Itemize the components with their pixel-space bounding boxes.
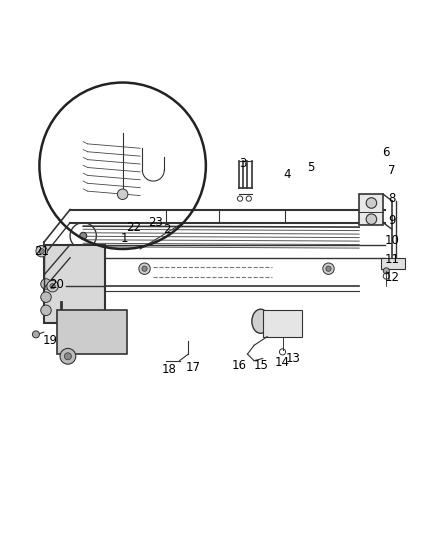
Text: 12: 12 xyxy=(385,271,399,284)
Circle shape xyxy=(41,305,51,316)
Bar xyxy=(381,258,405,269)
Circle shape xyxy=(117,189,128,199)
Text: 3: 3 xyxy=(240,157,247,170)
Circle shape xyxy=(142,266,147,271)
Text: 20: 20 xyxy=(49,278,64,290)
Circle shape xyxy=(64,353,71,360)
Bar xyxy=(263,310,302,336)
Circle shape xyxy=(139,263,150,274)
Text: 2: 2 xyxy=(162,223,170,236)
Text: 22: 22 xyxy=(126,221,141,233)
Circle shape xyxy=(383,268,389,274)
Text: 15: 15 xyxy=(253,359,268,372)
Circle shape xyxy=(41,279,51,289)
Circle shape xyxy=(39,248,44,254)
Text: 21: 21 xyxy=(34,245,49,257)
Circle shape xyxy=(47,280,58,292)
Circle shape xyxy=(60,349,76,364)
Text: 14: 14 xyxy=(275,357,290,369)
Text: 9: 9 xyxy=(388,214,396,227)
Text: 7: 7 xyxy=(388,164,396,176)
Text: 5: 5 xyxy=(307,161,314,174)
Circle shape xyxy=(326,266,331,271)
Text: 23: 23 xyxy=(148,216,163,229)
Text: 18: 18 xyxy=(161,363,176,376)
Text: 1: 1 xyxy=(121,231,129,245)
Bar xyxy=(57,310,127,354)
Text: 19: 19 xyxy=(43,335,58,348)
Circle shape xyxy=(366,214,377,224)
Text: 13: 13 xyxy=(286,352,301,365)
Circle shape xyxy=(323,263,334,274)
Circle shape xyxy=(80,232,87,239)
Text: 4: 4 xyxy=(283,168,291,181)
Circle shape xyxy=(366,198,377,208)
Circle shape xyxy=(32,331,39,338)
Text: 6: 6 xyxy=(381,146,389,159)
Text: 11: 11 xyxy=(385,253,399,266)
Circle shape xyxy=(36,246,47,257)
Bar xyxy=(359,194,383,225)
Ellipse shape xyxy=(252,309,269,333)
Text: 8: 8 xyxy=(389,192,396,205)
Text: 17: 17 xyxy=(185,361,200,374)
Circle shape xyxy=(50,284,55,289)
Circle shape xyxy=(41,292,51,302)
Text: 16: 16 xyxy=(231,359,246,372)
Text: 10: 10 xyxy=(385,233,399,247)
Bar xyxy=(44,245,105,324)
